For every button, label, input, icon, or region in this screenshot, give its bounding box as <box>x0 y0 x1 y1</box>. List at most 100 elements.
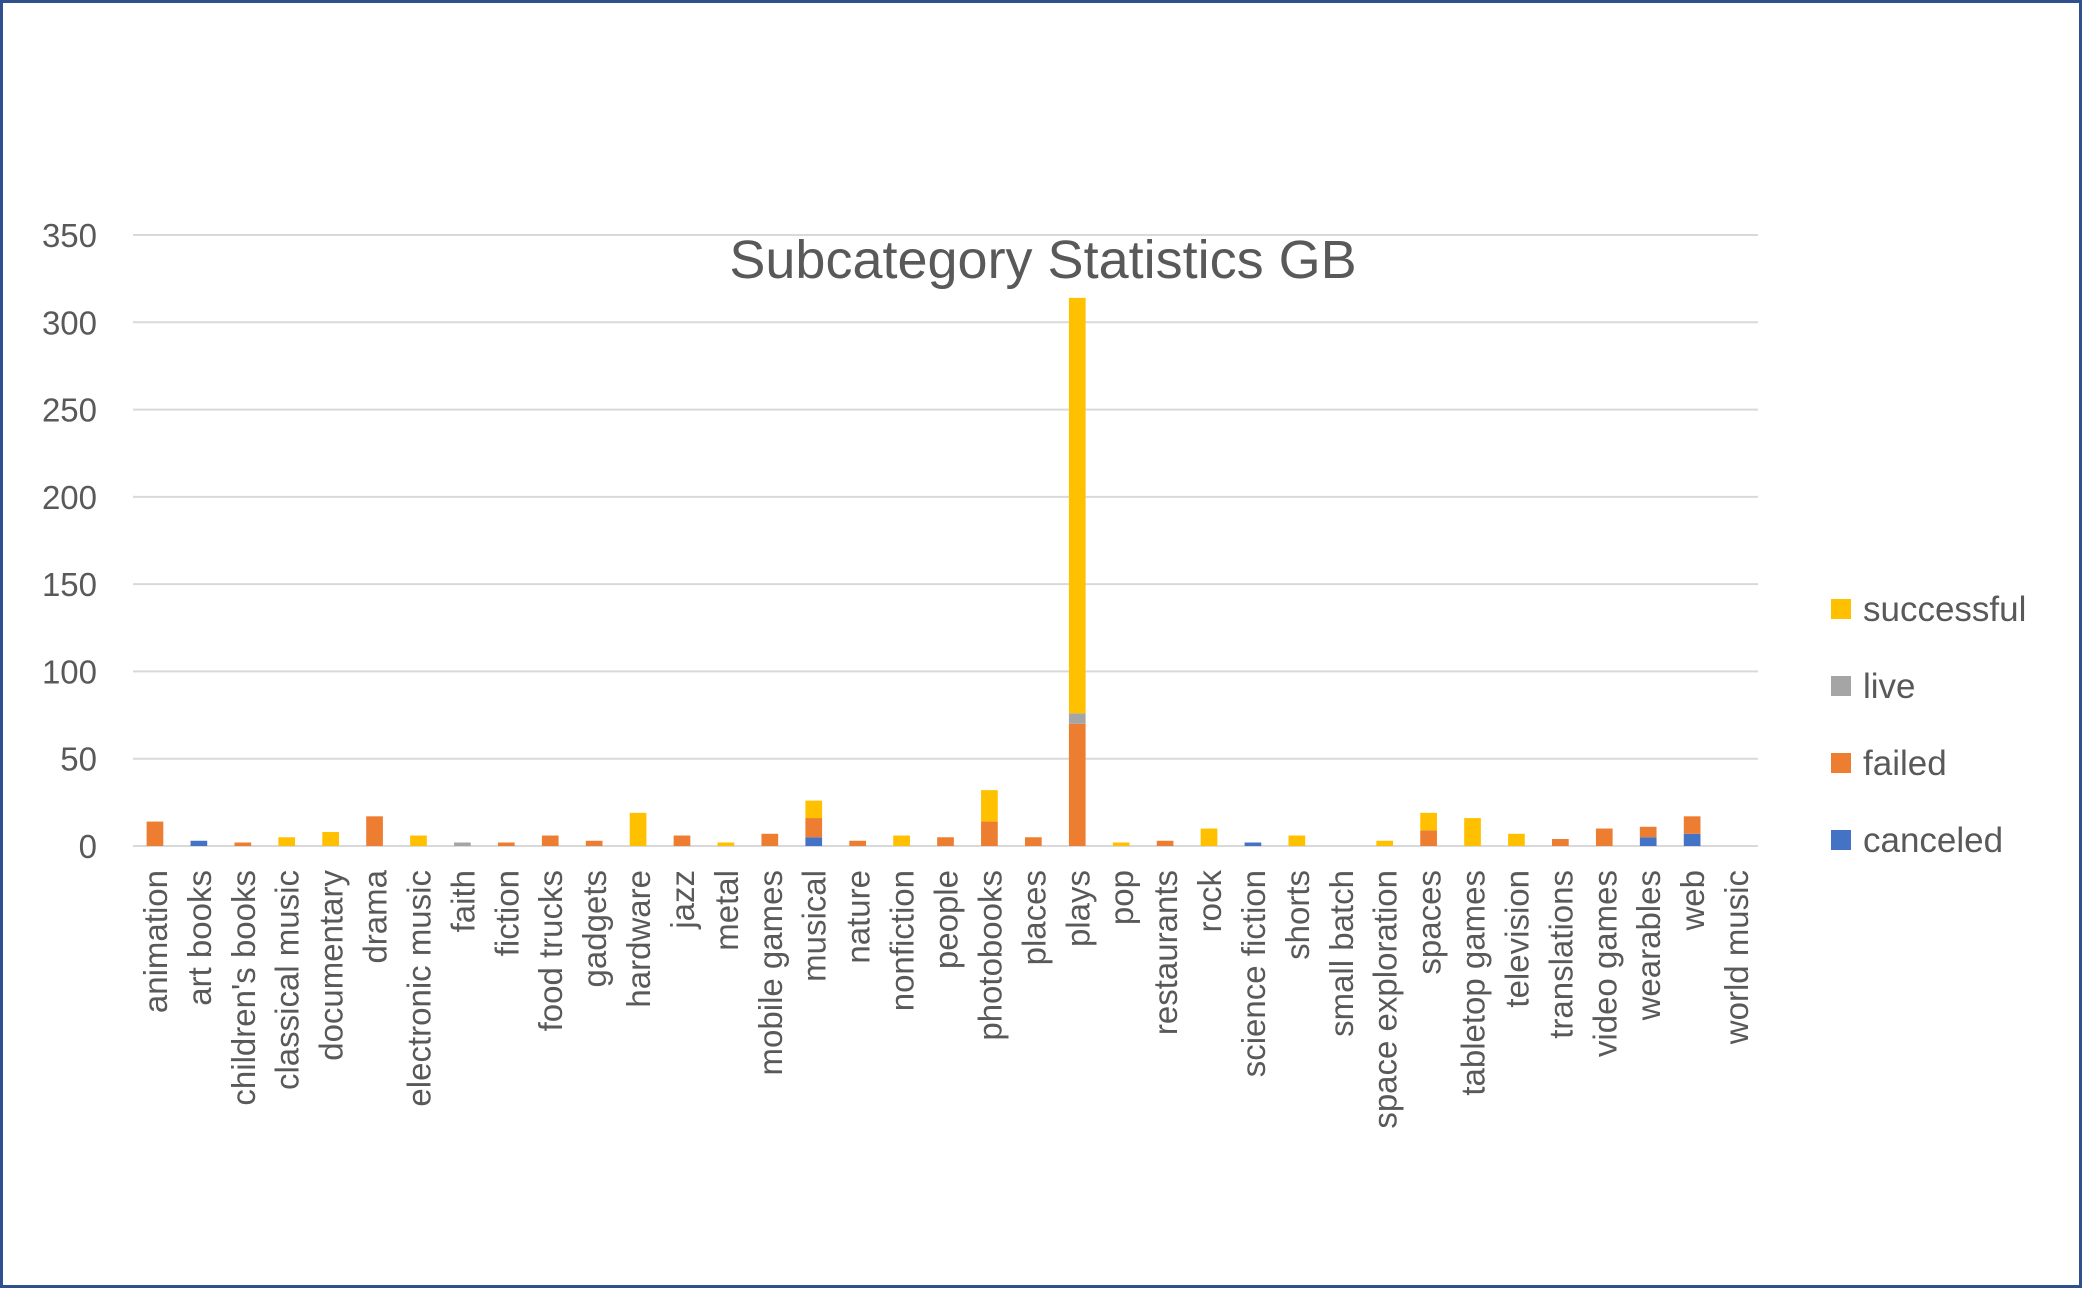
bar-segment-failed <box>1683 816 1701 834</box>
bar-segment-successful <box>1288 835 1306 846</box>
y-tick-label: 250 <box>42 392 97 429</box>
bar-segment-failed <box>1420 830 1437 846</box>
chart-svg: 0 50 100 150 200 250 300 350 animation art books… <box>42 217 2026 1129</box>
x-tick-label: pop <box>1103 870 1140 925</box>
bar-segment-successful <box>1200 828 1218 846</box>
x-tick-label: nonfiction <box>884 870 921 1011</box>
legend-swatch-canceled <box>1831 830 1851 850</box>
x-tick-label: spaces <box>1411 870 1448 975</box>
x-tick-label: space exploration <box>1367 870 1404 1129</box>
bar-segment-canceled <box>1683 833 1701 846</box>
x-axis-ticks: animation art books children's books classi… <box>137 869 1755 1128</box>
bar-segment-failed <box>1024 837 1042 846</box>
bar-segment-failed <box>1552 839 1569 846</box>
bar-segment-successful <box>1112 842 1130 846</box>
bar-segment-failed <box>1068 723 1086 846</box>
x-tick-label: tabletop games <box>1455 870 1492 1096</box>
x-tick-label: fiction <box>488 870 525 956</box>
bar-segment-failed <box>849 840 867 846</box>
x-tick-label: small batch <box>1323 870 1360 1037</box>
x-tick-label: electronic music <box>400 870 437 1107</box>
x-tick-label: children's books <box>225 870 262 1106</box>
bar-segment-successful <box>893 835 910 846</box>
x-tick-label: musical <box>796 870 833 982</box>
legend-swatch-successful <box>1831 599 1851 619</box>
bar-segment-failed <box>366 816 383 846</box>
bar-segment-failed <box>541 835 559 846</box>
x-tick-label: photobooks <box>971 870 1008 1041</box>
x-tick-label: world music <box>1718 870 1755 1045</box>
x-tick-label: nature <box>840 870 877 964</box>
bar-segment-successful <box>805 800 823 819</box>
bar-segment-successful <box>717 842 735 846</box>
bar-segment-canceled <box>1639 837 1657 846</box>
legend: successful live failed canceled <box>1831 590 2026 860</box>
x-tick-label: documentary <box>313 870 350 1061</box>
x-tick-label: food trucks <box>532 870 569 1031</box>
x-tick-label: science fiction <box>1235 870 1272 1077</box>
x-tick-label: translations <box>1542 870 1579 1039</box>
x-tick-label: metal <box>708 870 745 951</box>
bar-segment-successful <box>278 837 296 846</box>
y-tick-label: 300 <box>42 304 97 341</box>
x-tick-label: drama <box>357 869 394 963</box>
legend-swatch-failed <box>1831 753 1851 773</box>
x-tick-label: plays <box>1059 870 1096 947</box>
bar-segment-successful <box>322 832 339 846</box>
bar-segment-failed <box>585 840 603 846</box>
bar-segment-failed <box>981 821 998 846</box>
bars <box>146 297 1701 846</box>
bar-segment-failed <box>497 842 515 846</box>
x-tick-label: gadgets <box>576 870 613 987</box>
bar-segment-successful <box>981 790 998 822</box>
bar-segment-failed <box>673 835 691 846</box>
bar-segment-successful <box>1508 833 1525 846</box>
bar-segment-successful <box>1420 812 1437 831</box>
x-tick-label: television <box>1498 870 1535 1008</box>
bar-segment-failed <box>1639 826 1657 838</box>
x-tick-label: places <box>1015 870 1052 965</box>
bar-segment-failed <box>805 818 823 838</box>
y-tick-label: 150 <box>42 566 97 603</box>
x-tick-label: rock <box>1191 870 1228 933</box>
legend-label-successful: successful <box>1863 590 2026 629</box>
y-tick-label: 200 <box>42 479 97 516</box>
x-tick-label: art books <box>181 870 218 1006</box>
chart-title: Subcategory Statistics GB <box>729 230 1356 290</box>
bar-segment-canceled <box>805 837 823 846</box>
x-tick-label: animation <box>137 870 174 1013</box>
x-tick-label: web <box>1674 870 1711 932</box>
bar-segment-successful <box>1376 840 1394 846</box>
x-tick-label: mobile games <box>752 870 789 1075</box>
bar-segment-live <box>1068 713 1086 724</box>
bar-segment-successful <box>629 812 647 846</box>
legend-swatch-live <box>1831 676 1851 696</box>
y-axis-ticks: 0 50 100 150 200 250 300 350 <box>42 217 97 865</box>
x-tick-label: video games <box>1586 870 1623 1057</box>
legend-label-failed: failed <box>1863 744 1947 783</box>
y-tick-label: 350 <box>42 217 97 254</box>
x-tick-label: wearables <box>1630 870 1667 1021</box>
x-tick-label: hardware <box>620 870 657 1008</box>
bar-segment-failed <box>1156 840 1174 846</box>
legend-label-live: live <box>1863 667 1916 706</box>
x-tick-label: people <box>928 870 965 969</box>
bar-segment-failed <box>234 842 252 846</box>
bar-segment-live <box>454 842 471 846</box>
bar-segment-successful <box>1068 297 1086 714</box>
bar-segment-canceled <box>1244 842 1262 846</box>
y-tick-label: 50 <box>60 741 97 778</box>
gridlines <box>133 234 1758 847</box>
x-tick-label: faith <box>444 870 481 932</box>
x-tick-label: restaurants <box>1147 870 1184 1035</box>
x-tick-label: shorts <box>1279 870 1316 960</box>
x-tick-label: classical music <box>269 870 306 1090</box>
x-tick-label: jazz <box>664 870 701 930</box>
y-tick-label: 0 <box>79 828 97 865</box>
bar-segment-failed <box>937 837 954 846</box>
bar-segment-failed <box>761 833 779 846</box>
bar-segment-successful <box>410 835 427 846</box>
y-tick-label: 100 <box>42 653 97 690</box>
bar-segment-successful <box>1464 818 1481 846</box>
